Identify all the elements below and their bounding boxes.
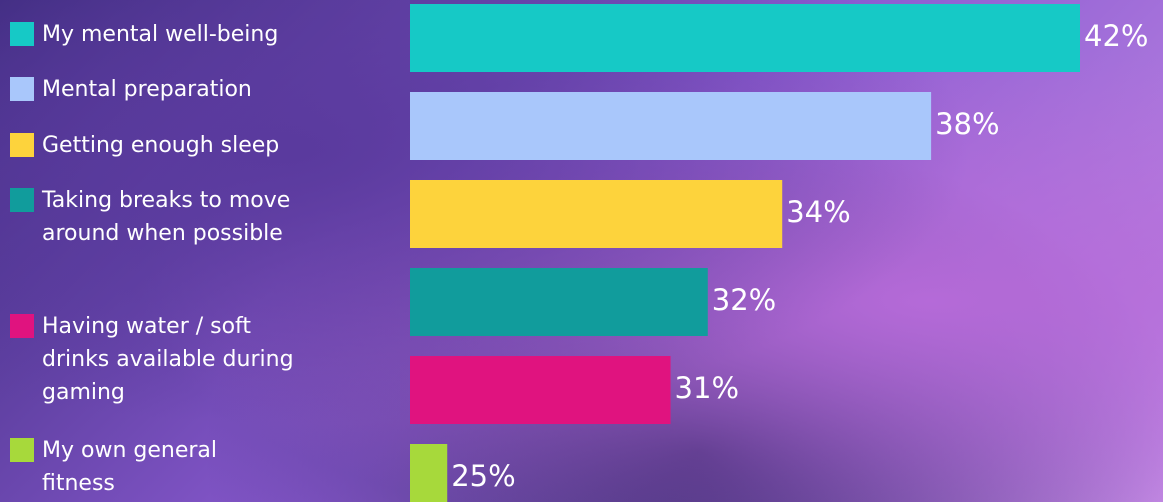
bar [410,92,931,160]
value-label: 34% [786,195,850,229]
bar [410,444,447,502]
value-label: 31% [675,371,739,405]
legend-item: Having water / soft drinks available dur… [10,310,340,409]
legend-swatch [10,188,34,212]
legend-swatch [10,22,34,46]
value-label: 25% [451,459,515,493]
value-label: 42% [1084,19,1148,53]
legend-swatch [10,133,34,157]
legend-item: My own general fitness [10,434,340,500]
legend-label: Having water / soft drinks available dur… [42,310,312,409]
legend-label: Getting enough sleep [42,129,340,162]
bar [410,268,708,336]
legend-label: Taking breaks to move around when possib… [42,184,322,250]
legend-label: My mental well-being [42,18,340,51]
value-label: 38% [935,107,999,141]
bar [410,4,1080,72]
legend-item: Taking breaks to move around when possib… [10,184,340,250]
page: {"chart_data": {"type": "bar", "orientat… [0,0,1163,502]
legend-swatch [10,314,34,338]
value-label: 32% [712,283,776,317]
legend-item: My mental well-being [10,18,340,51]
legend-label: Mental preparation [42,73,340,106]
bar [410,356,671,424]
legend-item: Mental preparation [10,73,340,106]
legend-swatch [10,438,34,462]
legend-label: My own general fitness [42,434,277,500]
legend-item: Getting enough sleep [10,129,340,162]
bar [410,180,782,248]
legend-swatch [10,77,34,101]
